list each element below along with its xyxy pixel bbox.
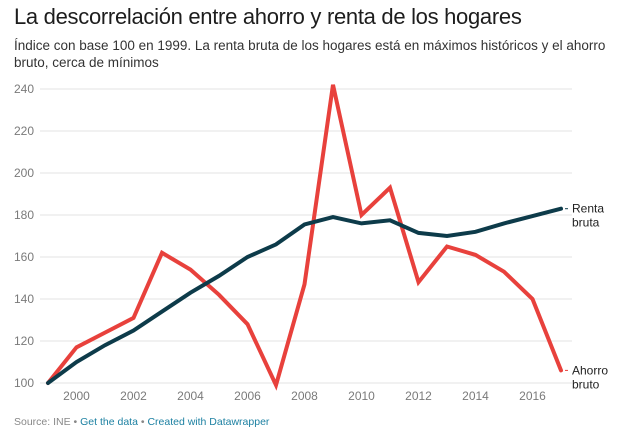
y-axis-ticks: 100 120 140 160 180 200 220 240	[14, 82, 34, 390]
x-tick-label: 2000	[63, 389, 90, 403]
x-tick-label: 2014	[462, 389, 489, 403]
y-tick-label: 180	[14, 208, 34, 222]
separator: •	[70, 416, 81, 428]
x-tick-label: 2006	[234, 389, 261, 403]
y-tick-label: 240	[14, 82, 34, 96]
series-label: bruto	[572, 377, 600, 391]
x-tick-label: 2004	[177, 389, 204, 403]
x-tick-label: 2008	[291, 389, 318, 403]
y-tick-label: 160	[14, 250, 34, 264]
series-line-renta-bruta	[46, 206, 563, 385]
x-tick-label: 2010	[348, 389, 375, 403]
series-label: bruta	[572, 216, 600, 230]
series-label: Renta	[572, 202, 604, 216]
get-data-link[interactable]: Get the data	[80, 416, 138, 428]
y-tick-label: 200	[14, 166, 34, 180]
x-tick-label: 2016	[519, 389, 546, 403]
y-tick-label: 120	[14, 334, 34, 348]
footer: Source: INE • Get the data • Created wit…	[14, 416, 269, 428]
x-tick-label: 2012	[405, 389, 432, 403]
x-axis-ticks: 2000 2002 2004 2006 2008 2010 2012 2014 2016	[63, 389, 546, 403]
separator: •	[137, 416, 148, 428]
y-tick-label: 220	[14, 124, 34, 138]
series-line-ahorro-bruto	[46, 84, 563, 391]
y-tick-label: 100	[14, 376, 34, 390]
gridlines	[40, 88, 572, 384]
chart-subtitle: Índice con base 100 en 1999. La renta br…	[14, 38, 606, 70]
series-label: Ahorro	[572, 363, 608, 377]
datawrapper-link[interactable]: Created with Datawrapper	[147, 416, 270, 428]
x-tick-label: 2002	[120, 389, 147, 403]
source-text: Source: INE	[14, 416, 71, 428]
y-tick-label: 140	[14, 292, 34, 306]
series-lines	[46, 84, 563, 391]
chart-title: La descorrelación entre ahorro y renta d…	[14, 4, 522, 29]
